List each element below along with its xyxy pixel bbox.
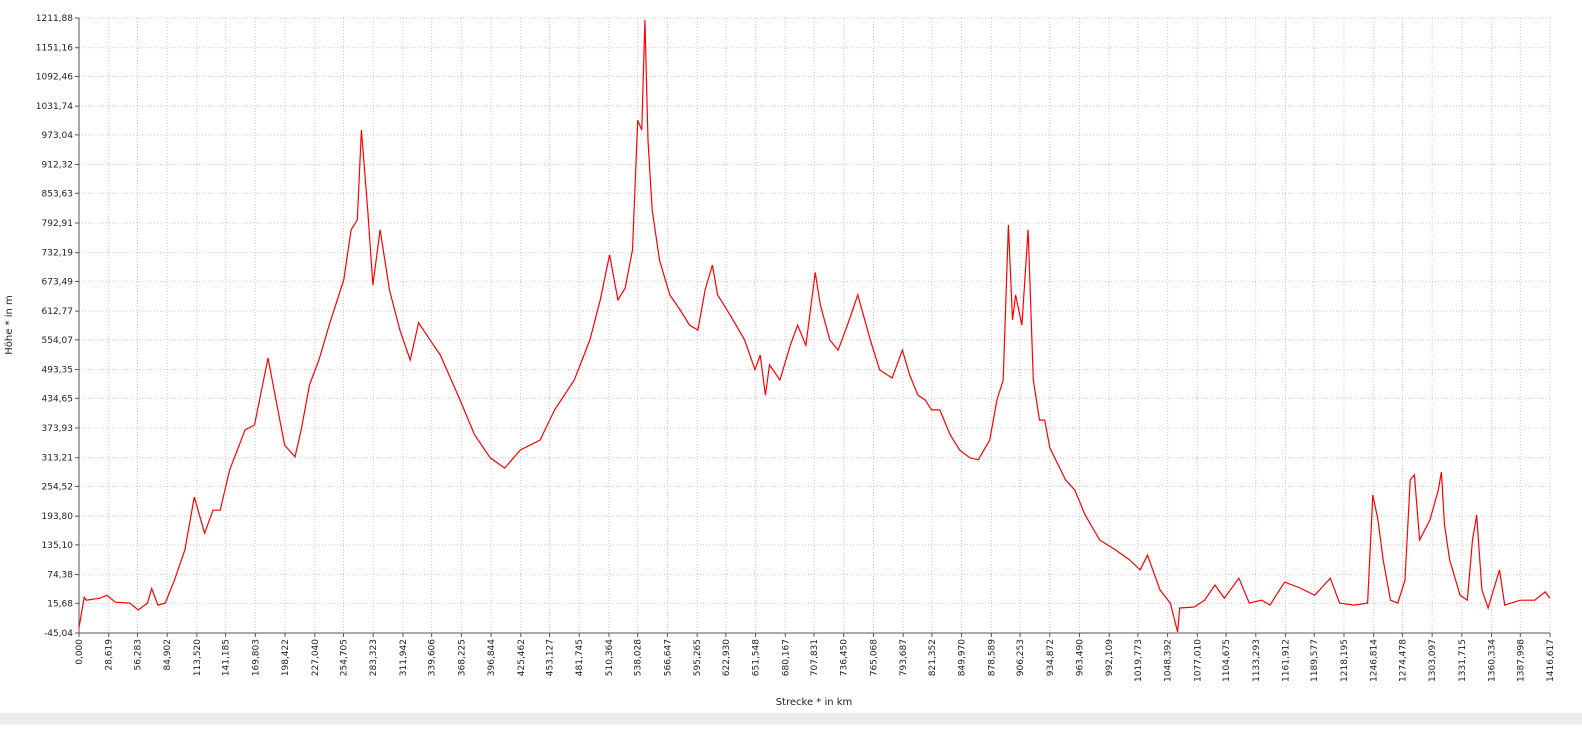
y-tick-label: 612,77: [42, 307, 74, 317]
x-axis-label: Strecke * in km: [776, 697, 853, 708]
x-tick-label: 566,647: [663, 639, 673, 676]
x-tick-label: 227,040: [311, 639, 321, 676]
y-tick-label: 1031,74: [36, 102, 73, 112]
x-tick-label: 283,323: [369, 639, 379, 676]
x-tick-label: 878,589: [987, 639, 997, 676]
x-tick-label: 113,520: [193, 639, 203, 676]
footer-bar: [0, 713, 1582, 725]
x-tick-label: 992,109: [1105, 639, 1115, 676]
x-tick-label: 1048,392: [1164, 639, 1174, 682]
x-tick-label: 707,831: [810, 639, 820, 676]
x-tick-label: 1104,675: [1222, 639, 1232, 682]
y-tick-label: -45,04: [44, 629, 73, 639]
y-tick-label: 973,04: [42, 131, 74, 141]
y-tick-label: 853,63: [42, 189, 74, 199]
y-tick-label: 193,80: [42, 512, 74, 522]
x-tick-label: 1331,715: [1458, 639, 1468, 682]
x-tick-label: 396,844: [487, 639, 497, 676]
x-tick-label: 736,450: [840, 639, 850, 676]
x-tick-label: 28,619: [105, 639, 115, 671]
y-tick-label: 1092,46: [36, 72, 73, 82]
x-tick-label: 906,253: [1016, 639, 1026, 676]
y-tick-label: 373,93: [42, 424, 74, 434]
x-tick-label: 1161,912: [1282, 639, 1292, 682]
x-tick-label: 510,364: [605, 639, 615, 676]
y-tick-label: 493,35: [42, 366, 74, 376]
x-tick-label: 1387,998: [1516, 639, 1526, 682]
x-tick-label: 765,068: [869, 639, 879, 676]
x-tick-label: 1133,293: [1252, 639, 1262, 682]
x-tick-label: 1077,010: [1193, 639, 1203, 682]
x-tick-label: 1303,097: [1428, 639, 1438, 682]
x-tick-label: 538,028: [634, 639, 644, 676]
x-tick-label: 934,872: [1046, 639, 1056, 676]
y-tick-label: 434,65: [42, 394, 74, 404]
y-tick-label: 254,52: [42, 482, 74, 492]
x-tick-label: 1218,195: [1340, 639, 1350, 682]
x-tick-label: 453,127: [546, 639, 556, 676]
x-tick-label: 849,970: [958, 639, 968, 676]
y-tick-label: 1211,88: [36, 14, 73, 24]
x-tick-label: 311,942: [399, 639, 409, 676]
elevation-line: [78, 19, 1551, 633]
y-axis-label: Höhe * in m: [4, 295, 15, 355]
x-tick-label: 1246,814: [1370, 639, 1380, 682]
x-tick-label: 169,803: [251, 639, 261, 676]
x-tick-label: 56,283: [133, 639, 143, 671]
y-tick-label: 74,38: [47, 571, 73, 581]
x-tick-label: 1360,334: [1488, 639, 1498, 682]
x-tick-label: 1274,478: [1398, 639, 1408, 682]
x-tick-label: 141,185: [222, 639, 232, 676]
x-tick-label: 198,422: [281, 639, 291, 676]
x-tick-label: 1019,773: [1134, 639, 1144, 682]
x-tick-label: 481,745: [575, 639, 585, 676]
x-tick-label: 368,225: [457, 639, 467, 676]
x-tick-label: 0,000: [75, 639, 85, 665]
y-tick-label: 135,10: [42, 541, 74, 551]
x-tick-label: 680,167: [781, 639, 791, 676]
y-tick-label: 732,19: [42, 249, 74, 259]
y-tick-label: 554,07: [42, 336, 74, 346]
x-tick-label: 622,930: [722, 639, 732, 676]
x-tick-label: 821,352: [928, 639, 938, 676]
y-tick-label: 15,68: [47, 599, 73, 609]
x-tick-label: 425,462: [517, 639, 527, 676]
y-tick-label: 912,32: [42, 161, 74, 171]
x-tick-label: 963,490: [1075, 639, 1085, 676]
x-tick-label: 1416,617: [1546, 639, 1556, 682]
x-tick-label: 595,265: [693, 639, 703, 676]
x-tick-label: 1189,577: [1310, 639, 1320, 682]
y-tick-label: 673,49: [42, 277, 74, 287]
y-tick-label: 313,21: [42, 454, 74, 464]
x-tick-label: 84,902: [163, 639, 173, 671]
x-tick-label: 254,705: [339, 639, 349, 676]
x-tick-label: 793,687: [899, 639, 909, 676]
y-tick-label: 792,91: [42, 219, 74, 229]
y-tick-label: 1151,16: [36, 44, 73, 54]
x-tick-label: 339,606: [428, 639, 438, 676]
x-tick-label: 651,548: [752, 639, 762, 676]
